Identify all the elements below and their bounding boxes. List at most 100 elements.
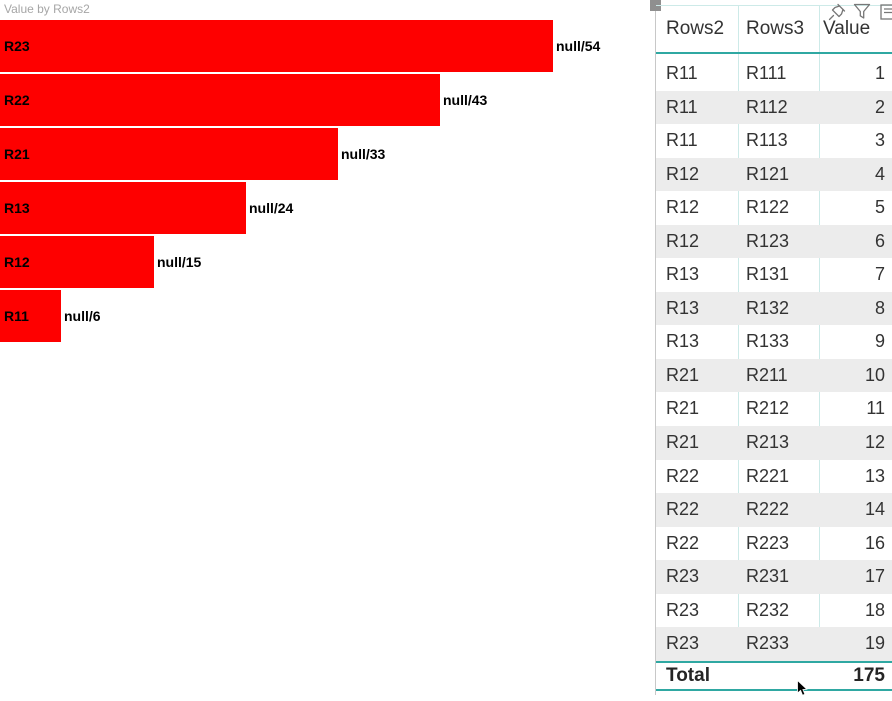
visual-resize-handle[interactable]	[650, 0, 661, 11]
table-row[interactable]: R12 R123 6	[656, 224, 892, 259]
table-cell[interactable]: 8	[874, 297, 885, 318]
table-row[interactable]: R22 R221 13	[656, 460, 892, 494]
table-cell[interactable]: R22	[666, 499, 700, 520]
table-cell[interactable]: 3	[874, 130, 885, 151]
table-cell[interactable]: R13	[666, 264, 700, 285]
category-label: R11	[4, 308, 29, 324]
table-cell[interactable]: R132	[746, 297, 790, 318]
table-cell[interactable]: R223	[746, 532, 790, 553]
table-cell[interactable]: 7	[874, 264, 885, 285]
table-top-border	[656, 5, 892, 6]
data-label: null/6	[64, 308, 101, 324]
table-cell[interactable]: 11	[866, 398, 885, 419]
table-cell[interactable]: 19	[864, 633, 885, 654]
table-cell[interactable]: 10	[864, 364, 885, 385]
bar-R22[interactable]	[0, 74, 440, 126]
table-row[interactable]: R12 R121 4	[656, 157, 892, 192]
table-cell[interactable]: R221	[746, 465, 790, 486]
table-cell[interactable]: R211	[746, 364, 788, 385]
table-row[interactable]: R11 R111 1	[656, 57, 892, 91]
table-cell[interactable]: 2	[874, 96, 885, 117]
table-row[interactable]: R23 R233 19	[656, 627, 892, 661]
table-row[interactable]: R11 R112 2	[656, 90, 892, 125]
table-cell[interactable]: R22	[666, 532, 700, 553]
table-cell[interactable]: 13	[864, 465, 885, 486]
category-label: R21	[4, 146, 30, 162]
table-cell[interactable]: R22	[666, 465, 700, 486]
table-cell[interactable]: R21	[666, 432, 700, 453]
column-header-rows2[interactable]: Rows2	[666, 18, 725, 39]
table-cell[interactable]: R12	[666, 230, 700, 251]
table-cell[interactable]: R231	[746, 566, 790, 587]
table-cell[interactable]: R113	[746, 130, 788, 151]
data-label: null/54	[556, 38, 601, 54]
table-cell[interactable]: R112	[746, 96, 788, 117]
table-cell[interactable]: R131	[746, 264, 790, 285]
bar-R11[interactable]	[0, 290, 61, 342]
table-row[interactable]: R23 R231 17	[656, 560, 892, 594]
table-row[interactable]: R13 R132 8	[656, 291, 892, 326]
bar-R12[interactable]	[0, 236, 154, 288]
table-cell[interactable]: 12	[864, 432, 885, 453]
bar-row-R13: R13 null/24	[0, 182, 655, 236]
table-cell[interactable]: R212	[746, 398, 790, 419]
table-cell[interactable]: R11	[666, 96, 698, 117]
column-header-rows3[interactable]: Rows3	[746, 18, 805, 39]
table-cell[interactable]: R23	[666, 599, 700, 620]
table-cell[interactable]: 14	[864, 499, 885, 520]
table-cell[interactable]: R23	[666, 633, 700, 654]
bar-R13[interactable]	[0, 182, 246, 234]
table-row[interactable]: R21 R212 11	[656, 392, 892, 426]
table-total-row: Total 175	[656, 661, 892, 691]
table-row[interactable]: R12 R122 5	[656, 191, 892, 225]
table-cell[interactable]: 9	[874, 331, 885, 352]
table-cell[interactable]: R232	[746, 599, 790, 620]
table-row[interactable]: R21 R211 10	[656, 358, 892, 393]
bar-R21[interactable]	[0, 128, 338, 180]
table-cell[interactable]: 18	[864, 599, 885, 620]
table-cell[interactable]: R111	[746, 63, 787, 83]
table-body: R11 R111 1 R11 R112 2 R11 R113 3 R12 R121 4 R12 R122 5…	[656, 57, 892, 661]
table-cell[interactable]: R122	[746, 197, 790, 218]
filter-icon[interactable]	[851, 1, 873, 23]
table-row[interactable]: R13 R133 9	[656, 325, 892, 359]
column-header-value[interactable]: Value	[823, 18, 871, 39]
table-row[interactable]: R22 R222 14	[656, 493, 892, 527]
table-cell[interactable]: R123	[746, 230, 790, 251]
table-cell[interactable]: 6	[874, 230, 885, 251]
table-cell[interactable]: 1	[874, 63, 885, 83]
table-row[interactable]: R13 R131 7	[656, 258, 892, 292]
options-icon-clipped[interactable]	[880, 3, 892, 25]
bar-row-R22: R22 null/43	[0, 74, 655, 128]
table-cell[interactable]: 4	[874, 163, 885, 184]
data-label: null/43	[443, 92, 488, 108]
table-row[interactable]: R11 R113 3	[656, 124, 892, 158]
table-row[interactable]: R21 R213 12	[656, 426, 892, 460]
table-row[interactable]: R23 R232 18	[656, 594, 892, 628]
table-cell[interactable]: R213	[746, 432, 790, 453]
table-cell[interactable]: R13	[666, 331, 700, 352]
table-cell[interactable]: 17	[864, 566, 885, 587]
table-cell[interactable]: R11	[666, 63, 698, 83]
pin-icon[interactable]	[826, 1, 848, 23]
table-header-row: Rows2 Rows3 Value	[656, 6, 892, 52]
table-cell[interactable]: R23	[666, 566, 700, 587]
bar-R23[interactable]	[0, 20, 553, 72]
table-cell[interactable]: R21	[666, 364, 700, 385]
table-cell[interactable]: R21	[666, 398, 700, 419]
table-cell[interactable]: R133	[746, 331, 790, 352]
table-cell[interactable]: R12	[666, 163, 700, 184]
table-cell[interactable]: 16	[864, 532, 885, 553]
table-cell[interactable]: R233	[746, 633, 790, 654]
table-cell[interactable]: 5	[874, 197, 885, 218]
table-row[interactable]: R22 R223 16	[656, 527, 892, 561]
bar-row-R11: R11 null/6	[0, 290, 655, 344]
table-visual: Rows2 Rows3 Value R11 R111 1 R11 R112 2 R11 R11…	[650, 0, 892, 695]
table-cell[interactable]: R11	[666, 130, 698, 151]
table-cell[interactable]: R12	[666, 197, 700, 218]
column-divider	[819, 5, 820, 691]
data-label: null/33	[341, 146, 386, 162]
table-cell[interactable]: R121	[746, 163, 790, 184]
table-cell[interactable]: R13	[666, 297, 700, 318]
table-cell[interactable]: R222	[746, 499, 790, 520]
